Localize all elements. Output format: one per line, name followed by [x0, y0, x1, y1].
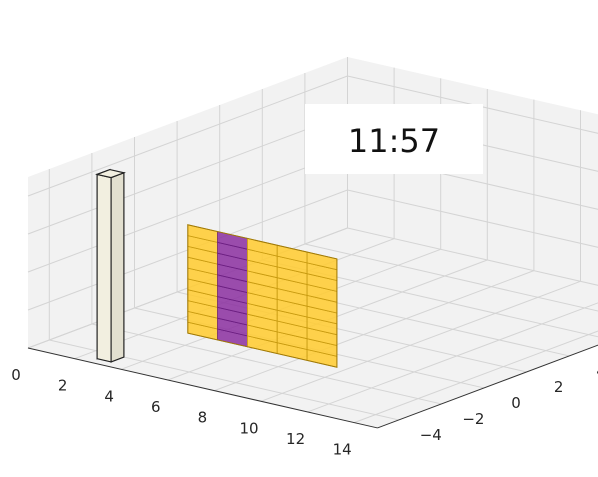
- time-annotation: 11:57: [305, 104, 483, 174]
- x-tick-label: 0: [11, 366, 21, 384]
- y-tick-label: 2: [554, 378, 564, 396]
- x-tick-label: 12: [286, 430, 305, 448]
- pole-right-face: [111, 173, 124, 362]
- x-tick-label: 2: [58, 377, 68, 395]
- y-tick-label: −4: [420, 426, 442, 444]
- x-tick-label: 10: [239, 419, 258, 437]
- x-tick-label: 4: [104, 387, 114, 405]
- x-tick-label: 8: [198, 409, 208, 427]
- y-tick-label: −2: [462, 410, 484, 428]
- time-annotation-text: 11:57: [348, 122, 440, 160]
- y-tick-label: 0: [511, 394, 521, 412]
- x-tick-label: 6: [151, 398, 161, 416]
- pole-front-face: [97, 174, 111, 362]
- x-tick-label: 14: [333, 441, 352, 459]
